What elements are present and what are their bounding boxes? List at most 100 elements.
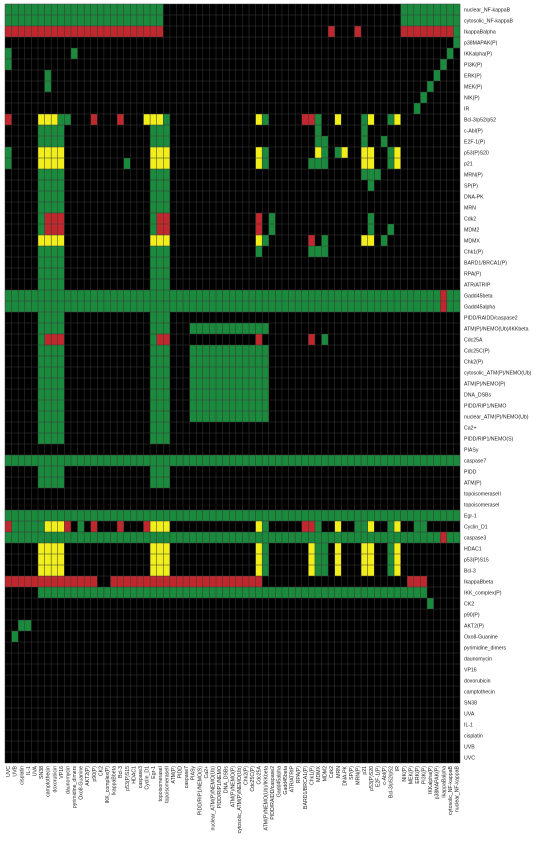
heatmap-cell [64, 26, 71, 38]
heatmap-cell [288, 455, 296, 467]
heatmap-cell [57, 543, 65, 555]
heatmap-cell [407, 510, 414, 522]
heatmap-cell [37, 246, 45, 258]
heatmap-cell [176, 301, 184, 313]
heatmap-cell [216, 532, 223, 544]
heatmap-cell [130, 455, 137, 467]
heatmap-cell [11, 15, 19, 27]
heatmap-cell [394, 114, 401, 126]
heatmap-cell [301, 290, 309, 302]
heatmap-cell [281, 290, 289, 302]
heatmap-cell [44, 279, 52, 291]
heatmap-cell [51, 169, 58, 181]
heatmap-cell [394, 290, 401, 302]
heatmap-cell [255, 554, 263, 566]
heatmap-cell [209, 356, 217, 368]
heatmap-cell [413, 15, 421, 27]
row-label: SP(P) [464, 183, 478, 189]
heatmap-cell [248, 532, 256, 544]
heatmap-cell [209, 411, 217, 423]
heatmap-cell [222, 356, 230, 368]
heatmap-cell [156, 565, 164, 577]
heatmap-cell [150, 136, 157, 148]
heatmap-cell [130, 532, 137, 544]
heatmap-cell [156, 400, 164, 412]
heatmap-cell [354, 587, 362, 599]
heatmap-cell [361, 565, 368, 577]
heatmap-cell [255, 565, 263, 577]
heatmap-cell [57, 554, 65, 566]
heatmap-cell [70, 4, 78, 16]
heatmap-cell [44, 389, 52, 401]
heatmap-cell [394, 554, 401, 566]
row-label: ATR/ATRIP [464, 282, 491, 288]
heatmap-cell [235, 389, 243, 401]
heatmap-cell [51, 389, 58, 401]
column-label: topoisomeraseII [164, 766, 170, 803]
heatmap-cell [156, 246, 164, 258]
column-label: IR [395, 766, 401, 771]
heatmap-cell [37, 323, 45, 335]
heatmap-cell [156, 136, 164, 148]
column-label: PIDD [178, 766, 184, 779]
row-label: doxorubicin [464, 678, 491, 684]
heatmap-cell [420, 290, 428, 302]
heatmap-cell [183, 455, 190, 467]
heatmap-cell [156, 279, 164, 291]
heatmap-cell [57, 400, 65, 412]
heatmap-cell [255, 532, 263, 544]
heatmap-cell [44, 136, 52, 148]
heatmap-cell [433, 510, 441, 522]
row-label: Cdk2 [464, 216, 476, 222]
heatmap-cell [51, 543, 58, 555]
heatmap-cell [11, 510, 19, 522]
column-label: RPA(P) [296, 766, 302, 783]
heatmap-cell [70, 48, 78, 60]
heatmap-cell [37, 576, 45, 588]
heatmap-cell [328, 26, 335, 38]
heatmap-cell [446, 301, 454, 313]
heatmap-cell [77, 15, 85, 27]
row-label: camptothecin [464, 689, 495, 695]
column-label: Ca2+ [204, 766, 210, 779]
heatmap-cell [150, 356, 157, 368]
heatmap-cell [37, 202, 45, 214]
column-label: ATM(P)/NEMO(P) [230, 766, 236, 808]
row-label: ATM(P)/NEMO(P) [464, 381, 506, 387]
heatmap-cell [163, 191, 170, 203]
heatmap-cell [163, 290, 170, 302]
heatmap-cell [156, 543, 164, 555]
heatmap-cell [150, 235, 157, 247]
heatmap-cell [44, 411, 52, 423]
column-label: p38MAPAK(P) [435, 766, 441, 800]
heatmap-cell [123, 510, 131, 522]
heatmap-cell [5, 290, 12, 302]
heatmap-cell [5, 158, 12, 170]
heatmap-cell [150, 543, 157, 555]
heatmap-cell [44, 26, 52, 38]
heatmap-cell [427, 15, 434, 27]
column-label: cytosolic_NF-kappaB [448, 765, 454, 815]
heatmap-cell [110, 510, 118, 522]
heatmap-cell [229, 356, 236, 368]
heatmap-cell [176, 532, 184, 544]
heatmap-cell [255, 367, 263, 379]
heatmap-cell [202, 301, 210, 313]
heatmap-cell [314, 532, 322, 544]
column-label: nuclear_NF-kappaB [455, 765, 461, 812]
heatmap-cell [150, 411, 157, 423]
heatmap-cell [18, 290, 25, 302]
heatmap-cell [222, 345, 230, 357]
heatmap-cell [24, 510, 32, 522]
row-label: cytosolic_ATM(P)/NEMO(Ub) [464, 370, 532, 376]
heatmap-cell [446, 510, 454, 522]
heatmap-cell [57, 576, 65, 588]
row-label: Egr-1 [464, 513, 477, 519]
heatmap-cell [169, 290, 177, 302]
heatmap-cell [400, 15, 408, 27]
heatmap-cell [117, 521, 124, 533]
heatmap-cell [156, 389, 164, 401]
heatmap-cell [183, 510, 190, 522]
heatmap-cell [262, 323, 269, 335]
heatmap-cell [321, 235, 329, 247]
